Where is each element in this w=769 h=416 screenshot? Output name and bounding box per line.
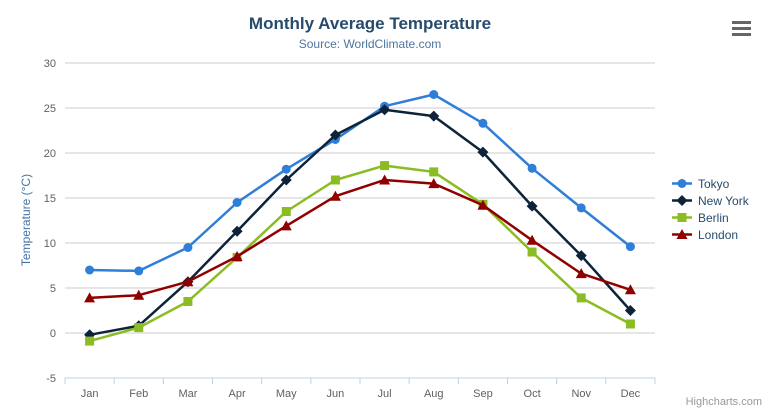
data-point-london[interactable] <box>182 276 194 287</box>
y-axis-tick-label: 20 <box>44 148 56 160</box>
data-point-london[interactable] <box>526 234 538 245</box>
data-point-tokyo[interactable] <box>281 164 291 174</box>
data-point-berlin[interactable] <box>85 336 95 346</box>
data-point-new-york[interactable] <box>526 200 538 212</box>
data-point-london[interactable] <box>624 284 636 295</box>
legend-label-berlin: Berlin <box>698 210 729 225</box>
data-point-london[interactable] <box>379 174 391 185</box>
data-point-london[interactable] <box>231 251 243 261</box>
data-point-tokyo[interactable] <box>183 243 193 252</box>
x-axis-label: Oct <box>524 388 541 400</box>
chart-title: Monthly Average Temperature <box>248 14 492 33</box>
chart-subtitle: Source: WorldClimate.com <box>298 37 442 51</box>
legend-symbol-tokyo[interactable] <box>677 179 687 188</box>
data-point-new-york[interactable] <box>624 305 636 316</box>
data-point-new-york[interactable] <box>428 110 440 122</box>
y-axis-tick-label: 15 <box>44 193 56 205</box>
data-point-berlin[interactable] <box>527 247 537 257</box>
legend-item-tokyo[interactable]: Tokyo <box>671 175 749 192</box>
data-point-london[interactable] <box>133 289 145 300</box>
y-axis-tick-label: 0 <box>50 328 56 340</box>
legend-label-london: London <box>698 227 739 242</box>
series-london[interactable] <box>84 174 636 303</box>
data-point-new-york[interactable] <box>379 104 391 116</box>
data-point-london[interactable] <box>477 199 489 210</box>
data-point-berlin[interactable] <box>330 175 340 185</box>
hamburger-icon <box>732 21 751 24</box>
data-point-new-york[interactable] <box>575 250 587 262</box>
data-point-london[interactable] <box>280 220 292 231</box>
x-axis-label: Jul <box>378 388 392 400</box>
data-point-tokyo[interactable] <box>232 198 242 207</box>
series-line-berlin <box>88 164 632 343</box>
y-axis-tick-label: -5 <box>46 373 56 385</box>
data-point-london[interactable] <box>84 292 96 303</box>
data-point-tokyo[interactable] <box>527 163 537 173</box>
data-point-berlin[interactable] <box>625 319 635 329</box>
legend-symbol-new-york[interactable] <box>676 195 688 206</box>
data-point-berlin[interactable] <box>134 323 144 333</box>
y-axis-tick-label: 5 <box>50 283 56 295</box>
legend-item-new-york[interactable]: New York <box>671 192 749 209</box>
legend-marker-new-york <box>672 195 692 206</box>
hamburger-icon <box>732 33 751 36</box>
x-axis-label: Feb <box>129 388 148 400</box>
data-point-berlin[interactable] <box>183 297 193 306</box>
series-tokyo[interactable] <box>85 90 635 276</box>
data-point-new-york[interactable] <box>329 129 341 141</box>
data-point-berlin[interactable] <box>380 161 390 171</box>
legend: Tokyo New York Berlin London <box>671 175 749 243</box>
y-axis-tick-label: 25 <box>44 103 56 115</box>
legend-marker-tokyo <box>672 179 692 188</box>
x-axis-label: Mar <box>178 388 197 400</box>
credits-link[interactable]: Highcharts.com <box>685 396 762 408</box>
data-point-tokyo[interactable] <box>85 265 95 275</box>
context-menu-button[interactable] <box>732 20 752 37</box>
series-new-york[interactable] <box>84 104 636 341</box>
y-axis-tick-label: 30 <box>44 58 56 70</box>
data-point-new-york[interactable] <box>280 174 292 186</box>
legend-item-berlin[interactable]: Berlin <box>671 209 749 226</box>
legend-item-london[interactable]: London <box>671 226 749 243</box>
legend-symbol-london[interactable] <box>676 229 688 239</box>
legend-label-tokyo: Tokyo <box>698 176 730 191</box>
data-point-berlin[interactable] <box>576 293 586 303</box>
x-axis-label: Jun <box>327 388 345 400</box>
legend-marker-berlin <box>672 213 692 222</box>
data-point-tokyo[interactable] <box>134 266 144 276</box>
legend-symbol-berlin[interactable] <box>677 213 687 222</box>
x-axis-label: Nov <box>571 388 591 400</box>
series-line-tokyo <box>88 93 632 273</box>
x-axis-label: May <box>276 388 297 400</box>
series-line-london <box>88 178 632 300</box>
data-point-london[interactable] <box>428 178 440 189</box>
data-point-new-york[interactable] <box>477 146 489 158</box>
data-point-london[interactable] <box>575 268 587 279</box>
x-axis-label: Sep <box>473 388 493 400</box>
hamburger-icon <box>732 27 751 30</box>
x-axis-label: Aug <box>424 388 444 400</box>
data-point-tokyo[interactable] <box>478 118 488 128</box>
series-line-new-york <box>88 108 632 337</box>
data-point-london[interactable] <box>329 190 341 201</box>
legend-marker-london <box>672 229 692 239</box>
data-point-tokyo[interactable] <box>625 242 635 252</box>
x-axis-label: Jan <box>81 388 99 400</box>
data-point-new-york[interactable] <box>231 225 243 237</box>
x-axis-label: Apr <box>229 388 246 400</box>
data-point-tokyo[interactable] <box>429 90 439 99</box>
data-point-tokyo[interactable] <box>576 203 586 213</box>
x-axis-label: Dec <box>621 388 641 400</box>
data-point-berlin[interactable] <box>281 207 291 216</box>
y-axis-tick-label: 10 <box>44 238 56 250</box>
data-point-berlin[interactable] <box>429 167 439 177</box>
legend-label-new-york: New York <box>698 193 749 208</box>
